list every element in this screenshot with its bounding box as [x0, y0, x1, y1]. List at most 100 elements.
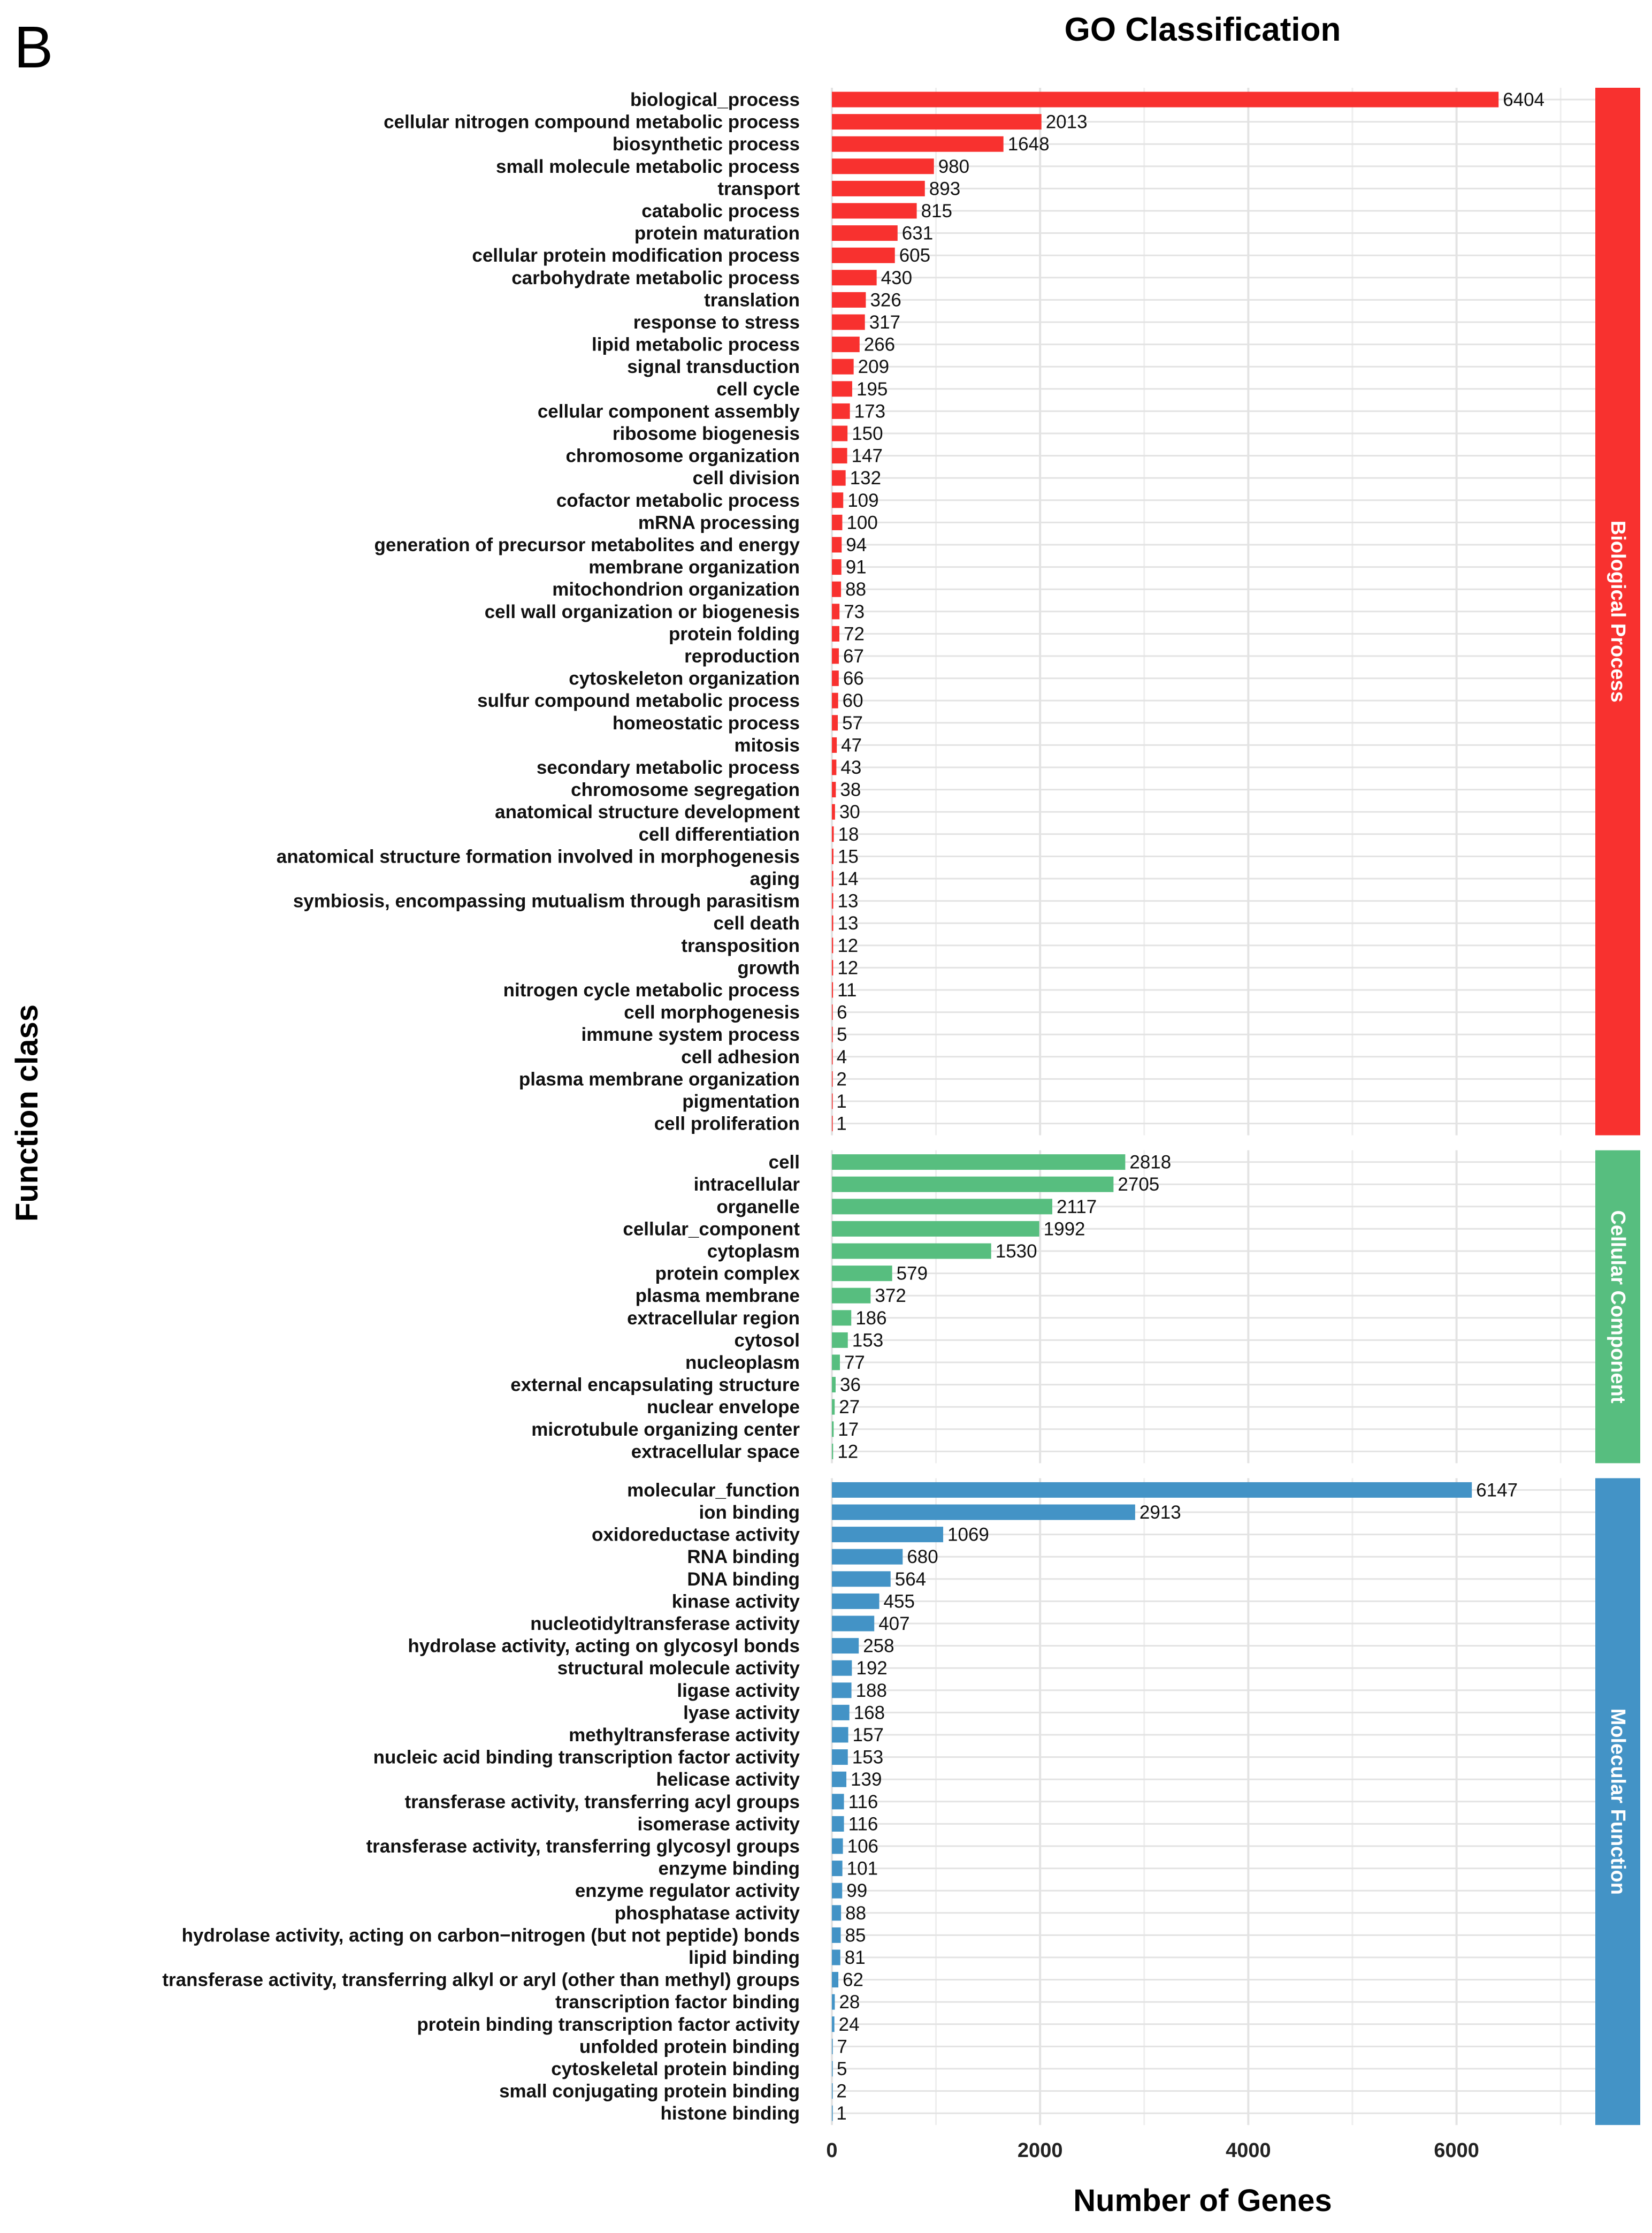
category-label: cell cycle — [716, 379, 800, 400]
bar — [832, 292, 866, 308]
category-label: mitosis — [734, 735, 800, 756]
data-label: 266 — [864, 334, 895, 355]
data-label: 1 — [836, 1114, 846, 1134]
category-label: lyase activity — [683, 1702, 800, 1723]
panel-letter: B — [14, 14, 53, 80]
data-label: 12 — [837, 957, 858, 978]
category-label: oxidoreductase activity — [592, 1525, 800, 1545]
category-label: signal transduction — [627, 356, 800, 377]
category-label: cellular_component — [623, 1218, 800, 1239]
bar — [832, 1571, 891, 1587]
data-label: 980 — [938, 156, 969, 177]
bar — [832, 1660, 852, 1676]
bar — [832, 893, 833, 909]
data-label: 631 — [902, 223, 933, 244]
category-label: protein binding transcription factor act… — [417, 2014, 800, 2035]
category-label: helicase activity — [656, 1769, 800, 1790]
data-label: 27 — [839, 1397, 860, 1417]
bar — [832, 604, 840, 620]
bar — [832, 247, 895, 263]
bar — [832, 626, 840, 642]
data-label: 326 — [870, 289, 901, 310]
category-label: nucleoplasm — [685, 1352, 800, 1373]
category-label: cytosol — [734, 1330, 800, 1351]
data-label: 47 — [841, 735, 862, 756]
data-label: 17 — [838, 1419, 859, 1440]
category-label: organelle — [716, 1196, 800, 1217]
bar — [832, 1310, 852, 1326]
labels-layer: biological_process 6404 cellular nitrogen … — [162, 89, 1544, 2124]
category-label: immune system process — [581, 1024, 800, 1045]
data-label: 186 — [855, 1308, 886, 1329]
category-label: cytoskeleton organization — [569, 668, 800, 689]
bar — [832, 180, 925, 196]
data-label: 116 — [848, 1813, 878, 1834]
category-label: growth — [737, 957, 800, 978]
data-label: 680 — [907, 1546, 938, 1567]
category-label: reproduction — [684, 646, 800, 667]
bar — [832, 1199, 1052, 1215]
bar — [832, 158, 934, 174]
bar — [832, 2016, 835, 2032]
data-label: 5 — [837, 1024, 847, 1045]
data-label: 62 — [843, 1970, 863, 1991]
bar — [832, 1704, 850, 1720]
category-label: histone binding — [660, 2103, 800, 2124]
data-label: 12 — [837, 1441, 858, 1462]
category-label: ligase activity — [677, 1680, 800, 1701]
category-label: pigmentation — [682, 1091, 800, 1112]
category-label: transposition — [681, 935, 800, 956]
category-label: cell morphogenesis — [624, 1002, 800, 1023]
category-label: nucleotidyltransferase activity — [530, 1613, 800, 1634]
bar — [832, 1527, 944, 1543]
bar — [832, 1049, 833, 1065]
category-label: ribosome biogenesis — [613, 423, 800, 444]
category-label: cellular nitrogen compound metabolic pro… — [384, 112, 800, 133]
data-label: 6 — [837, 1002, 847, 1023]
bar — [832, 359, 854, 375]
category-label: response to stress — [633, 312, 800, 333]
category-label: cytoplasm — [707, 1241, 800, 1262]
facet-strip — [1595, 1478, 1640, 2125]
bar — [832, 1154, 1126, 1170]
data-label: 2705 — [1118, 1174, 1159, 1195]
data-label: 815 — [921, 201, 952, 222]
data-label: 605 — [899, 245, 930, 266]
category-label: transferase activity, transferring acyl … — [404, 1792, 800, 1812]
category-label: biological_process — [630, 89, 800, 110]
data-label: 100 — [846, 512, 877, 533]
bar — [832, 492, 844, 508]
data-label: 88 — [845, 579, 866, 600]
bar — [832, 225, 898, 241]
data-label: 1 — [836, 1091, 846, 1112]
data-label: 67 — [843, 646, 864, 667]
data-label: 168 — [854, 1702, 885, 1723]
category-label: molecular_function — [627, 1480, 800, 1500]
data-label: 109 — [847, 490, 878, 511]
bar — [832, 782, 836, 798]
data-label: 13 — [838, 891, 859, 912]
bar — [832, 1504, 1135, 1520]
bar — [832, 715, 838, 731]
data-label: 2913 — [1139, 1502, 1181, 1523]
bar — [832, 1794, 844, 1810]
data-label: 1 — [836, 2103, 846, 2124]
data-label: 24 — [839, 2014, 860, 2035]
bar — [832, 1883, 843, 1899]
bar — [832, 1221, 1039, 1237]
bar — [832, 648, 839, 664]
facet-strip — [1595, 1150, 1640, 1464]
x-axis-title: Number of Genes — [1073, 2183, 1332, 2218]
bar — [832, 737, 837, 753]
category-label: isomerase activity — [637, 1813, 800, 1834]
category-label: cell death — [714, 913, 800, 934]
category-label: lipid binding — [689, 1947, 800, 1968]
category-label: transferase activity, transferring alkyl… — [162, 1970, 800, 1991]
category-label: cell differentiation — [639, 824, 800, 845]
category-label: extracellular space — [631, 1441, 800, 1462]
data-label: 36 — [840, 1375, 861, 1396]
category-label: biosynthetic process — [613, 134, 800, 155]
data-label: 2013 — [1046, 112, 1088, 133]
bar — [832, 337, 860, 353]
bar — [832, 692, 838, 708]
